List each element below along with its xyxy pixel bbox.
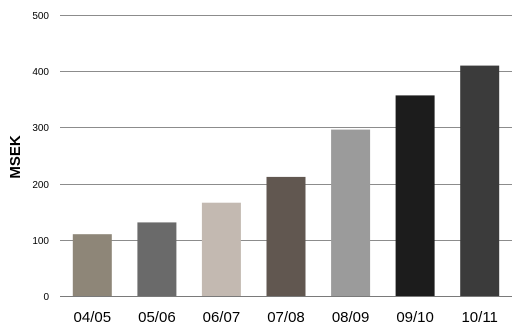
x-tick-label: 04/05 [74,309,112,326]
y-axis-label: MSEK [7,135,24,179]
bar-10-11 [460,65,500,296]
bars [72,65,500,297]
y-tick-label: 200 [32,180,49,191]
y-tick-label: 0 [43,292,49,303]
x-tick-label: 09/10 [396,309,434,326]
y-tick-label: 100 [32,236,49,247]
x-tick-label: 07/08 [267,309,305,326]
x-tick-label: 06/07 [203,309,241,326]
y-axis-ticks: 0 100 200 300 400 500 [32,11,49,303]
y-tick-label: 300 [32,123,49,134]
x-tick-label: 08/09 [332,309,370,326]
bar-04-05 [72,234,112,296]
x-tick-label: 05/06 [138,309,176,326]
y-tick-label: 400 [32,67,49,78]
x-axis-ticks: 04/05 05/06 06/07 07/08 08/09 09/10 10/11 [74,309,498,326]
x-tick-label: 10/11 [461,309,497,326]
bar-06-07 [201,202,241,296]
bar-09-10 [395,95,435,297]
bar-07-08 [266,176,306,296]
bar-08-09 [331,129,371,296]
bar-05-06 [137,222,177,296]
y-tick-label: 500 [32,11,49,22]
